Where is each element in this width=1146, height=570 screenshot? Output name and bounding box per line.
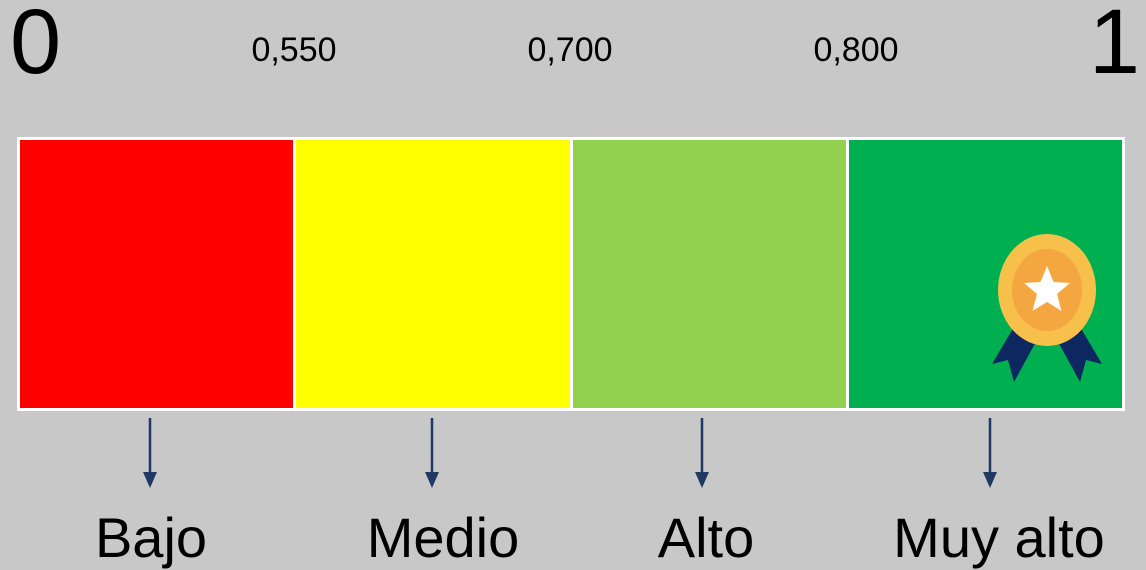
level-label-medio: Medio	[366, 506, 520, 569]
min-value-label: 0	[10, 0, 62, 93]
segment-medio	[296, 140, 570, 408]
level-label-muy-alto: Muy alto	[893, 506, 1105, 569]
threshold-label-1: 0,550	[251, 31, 337, 69]
segment-bajo	[20, 140, 294, 408]
arrow-down-icon-medio	[425, 418, 439, 488]
arrow-down-icon-bajo	[143, 418, 157, 488]
threshold-label-3: 0,800	[813, 31, 899, 69]
level-label-bajo: Bajo	[94, 506, 208, 569]
arrow-down-icon-alto	[695, 418, 709, 488]
threshold-label-2: 0,700	[527, 31, 613, 69]
medal-icon	[992, 234, 1102, 382]
level-label-alto: Alto	[657, 506, 755, 569]
arrow-down-icon-muy-alto	[983, 418, 997, 488]
max-value-label: 1	[1088, 0, 1140, 93]
medal-star	[1024, 266, 1070, 311]
scale-bar	[17, 137, 1125, 411]
segment-muy-alto	[848, 140, 1122, 408]
segment-alto	[572, 140, 846, 408]
